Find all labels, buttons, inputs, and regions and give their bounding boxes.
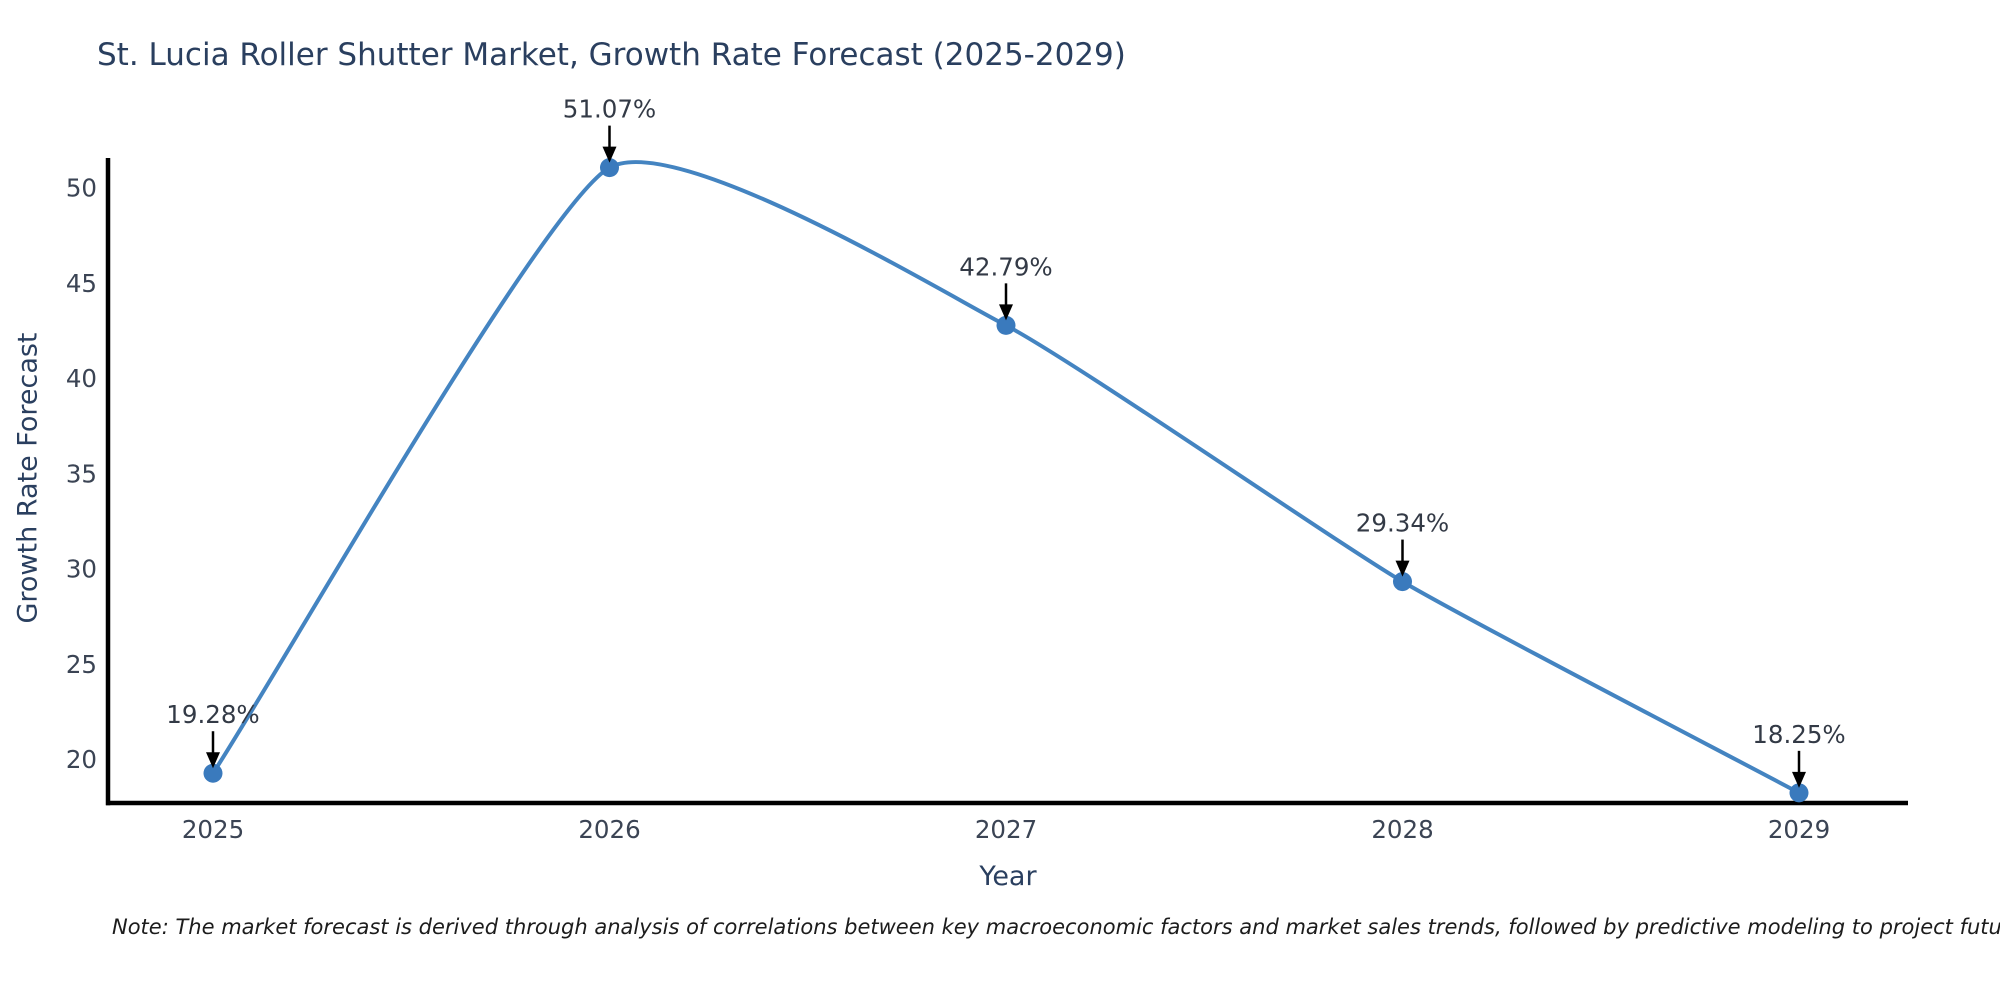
y-tick-label: 25: [66, 650, 97, 679]
y-axis-title: Growth Rate Forecast: [12, 332, 44, 624]
data-point: [996, 315, 1016, 335]
annotation-label: 51.07%: [563, 95, 656, 124]
x-tick-label: 2029: [1768, 815, 1830, 844]
forecast-curve: [211, 160, 1801, 795]
annotation-arrowhead: [1792, 771, 1806, 788]
annotation-label: 42.79%: [959, 252, 1052, 281]
y-tick-label: 45: [66, 269, 97, 298]
data-point: [1393, 572, 1412, 592]
y-tick-label: 50: [66, 174, 97, 203]
y-tick-label: 35: [66, 459, 97, 488]
annotation-arrowhead: [206, 752, 220, 769]
y-tick-label: 30: [66, 555, 97, 584]
y-tick-label: 20: [66, 745, 97, 774]
x-tick-label: 2027: [975, 815, 1037, 844]
x-tick-label: 2026: [578, 815, 640, 844]
annotation-label: 19.28%: [166, 700, 259, 729]
data-point: [1789, 783, 1809, 803]
x-axis-title: Year: [979, 861, 1037, 892]
y-tick-label: 40: [66, 364, 97, 393]
x-tick-label: 2028: [1371, 815, 1433, 844]
x-tick-label: 2025: [182, 815, 244, 844]
annotation-arrowhead: [1395, 560, 1410, 577]
chart-title: St. Lucia Roller Shutter Market, Growth …: [97, 37, 1126, 73]
footnote: Note: The market forecast is derived thr…: [112, 915, 2000, 939]
annotation-label: 18.25%: [1752, 720, 1845, 749]
annotation-label: 29.34%: [1356, 509, 1449, 538]
annotation-arrowhead: [602, 146, 617, 163]
annotation-arrowhead: [999, 304, 1013, 321]
data-point: [203, 763, 223, 783]
data-point: [600, 158, 619, 178]
